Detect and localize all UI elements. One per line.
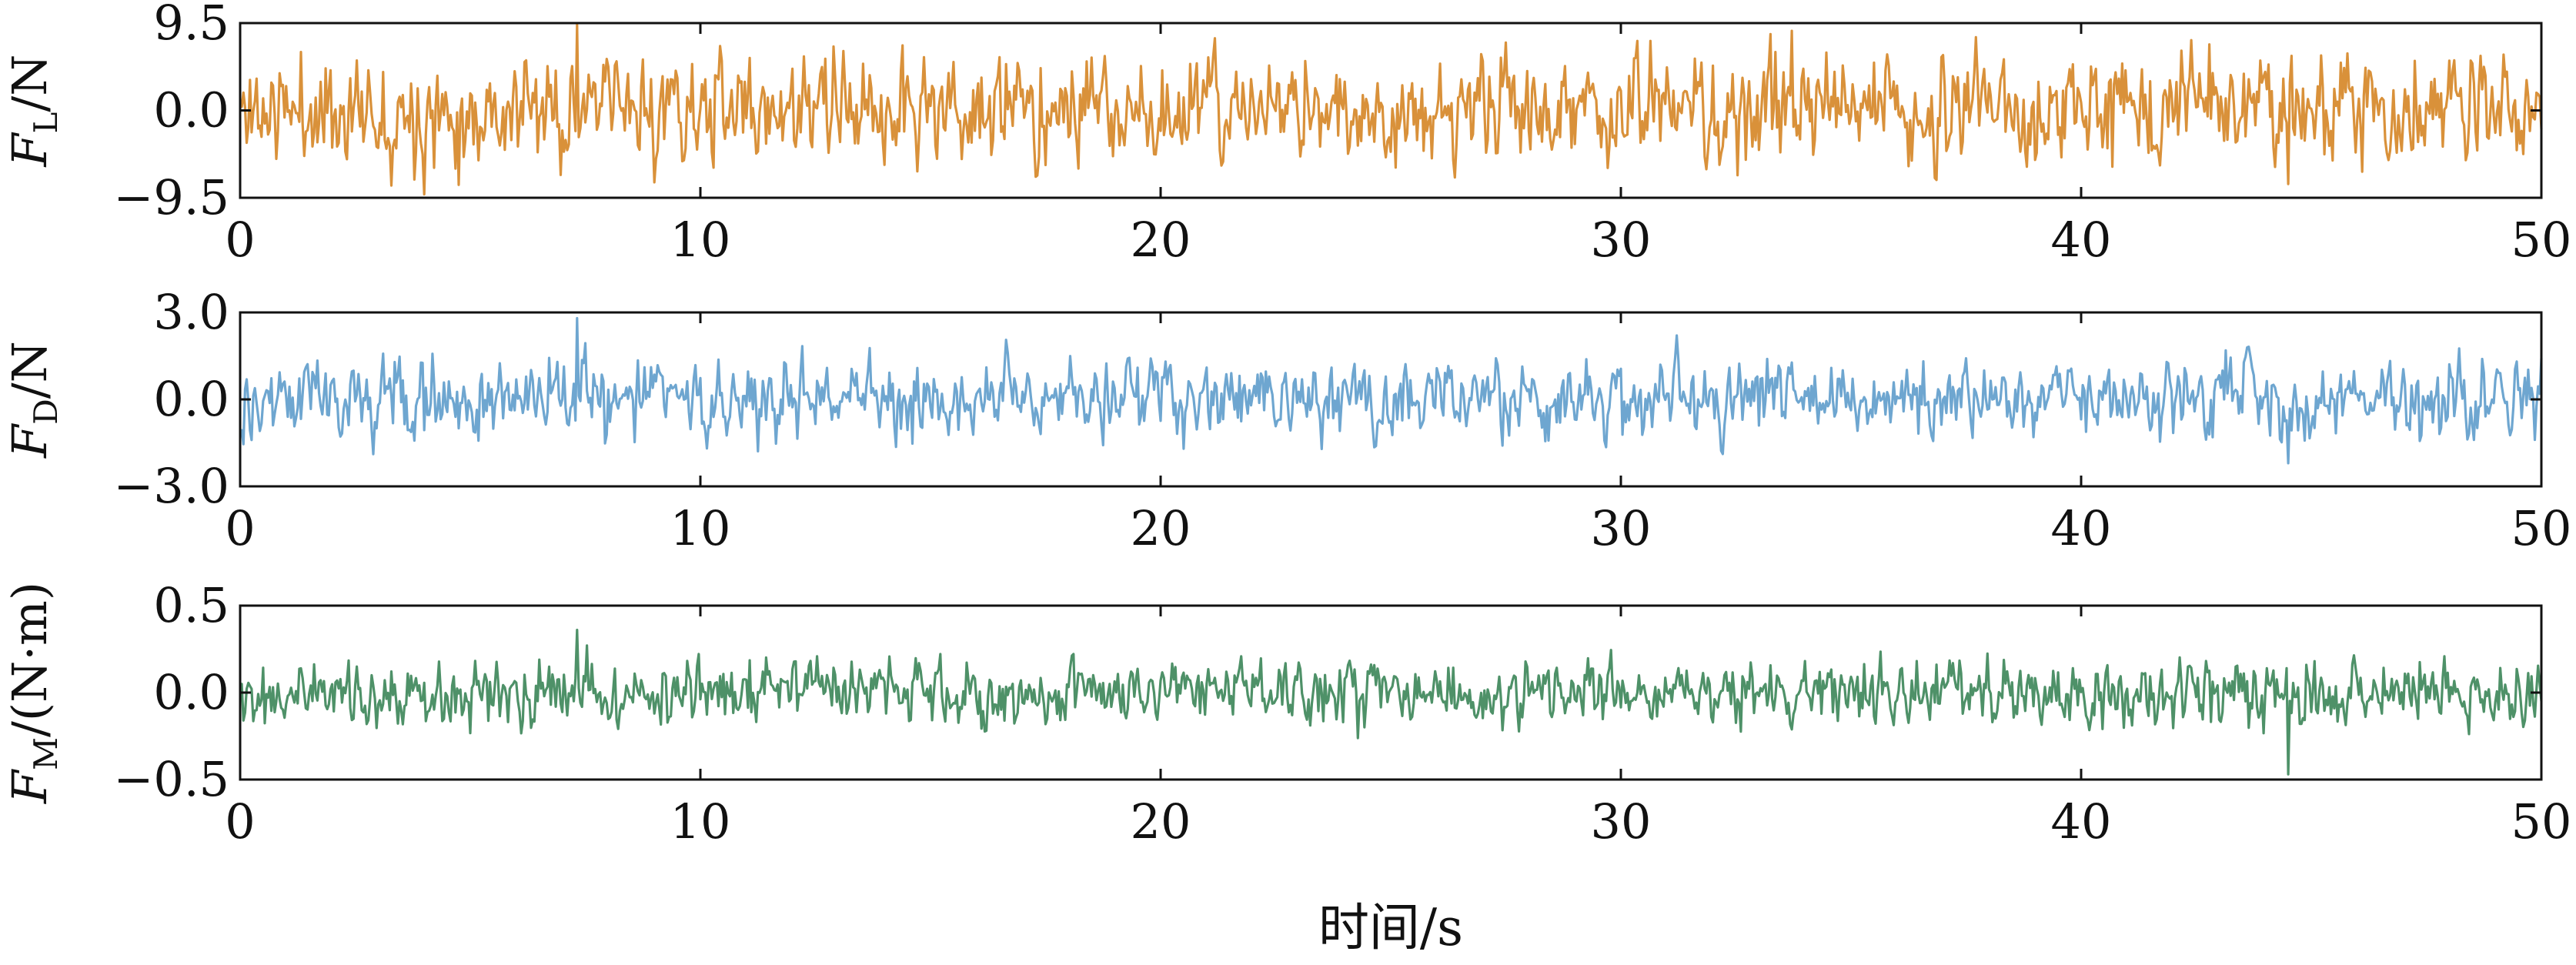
x-tick-label: 40: [2051, 500, 2112, 556]
y-axis-subscript: D: [27, 399, 65, 425]
chart-panel-2: 0 10 20 30 40 50 3.0 0.0 −3.0 FD/N: [2, 284, 2571, 556]
x-tick-label: 50: [2511, 212, 2572, 268]
y-axis-unit: /N: [2, 54, 58, 112]
y-tick-label: 0.0: [153, 371, 229, 427]
x-tick-label: 0: [225, 793, 255, 850]
x-tick-label: 20: [1131, 793, 1191, 850]
y-tick-label: 0.0: [153, 664, 229, 720]
x-tick-label: 10: [670, 500, 731, 556]
x-tick-label: 50: [2511, 793, 2572, 850]
y-tick-label: −9.5: [113, 169, 229, 225]
y-axis-symbol: F: [2, 423, 58, 459]
chart-panel-1: 0 10 20 30 40 50 9.5 0.0 −9.5 FL/N: [2, 0, 2571, 268]
y-axis-label: FM/(N·m): [2, 582, 65, 804]
y-tick-label: 3.0: [153, 284, 229, 340]
x-tick-label: 30: [1591, 212, 1652, 268]
y-tick-label: −0.5: [113, 751, 229, 807]
series-line: [239, 316, 2543, 465]
x-tick-label: 20: [1131, 212, 1191, 268]
x-tick-label: 0: [225, 212, 255, 268]
x-tick-label: 50: [2511, 500, 2572, 556]
series-line: [239, 23, 2543, 196]
y-axis-subscript: M: [27, 737, 65, 770]
chart-panel-3: 0 10 20 30 40 50 0.5 0.0 −0.5 FM/(N·m): [2, 577, 2571, 850]
x-tick-label: 30: [1591, 500, 1652, 556]
y-tick-label: 0.5: [153, 577, 229, 633]
y-axis-symbol: F: [2, 769, 58, 804]
x-tick-label: 20: [1131, 500, 1191, 556]
x-tick-label: 40: [2051, 212, 2112, 268]
y-axis-subscript: L: [27, 112, 65, 134]
y-tick-label: 0.0: [153, 82, 229, 139]
x-tick-label: 10: [670, 793, 731, 850]
y-tick-label: −3.0: [113, 458, 229, 514]
y-axis-unit: /N: [2, 341, 58, 399]
y-axis-symbol: F: [2, 132, 58, 168]
y-tick-label: 9.5: [153, 0, 229, 51]
x-tick-label: 40: [2051, 793, 2112, 850]
y-axis-label: FL/N: [2, 54, 65, 167]
y-axis-label: FD/N: [2, 341, 65, 459]
x-tick-label: 10: [670, 212, 731, 268]
x-axis-label: 时间/s: [1318, 898, 1463, 957]
series-line: [239, 629, 2543, 776]
x-tick-label: 30: [1591, 793, 1652, 850]
x-tick-label: 0: [225, 500, 255, 556]
y-axis-unit: /(N·m): [2, 582, 58, 737]
